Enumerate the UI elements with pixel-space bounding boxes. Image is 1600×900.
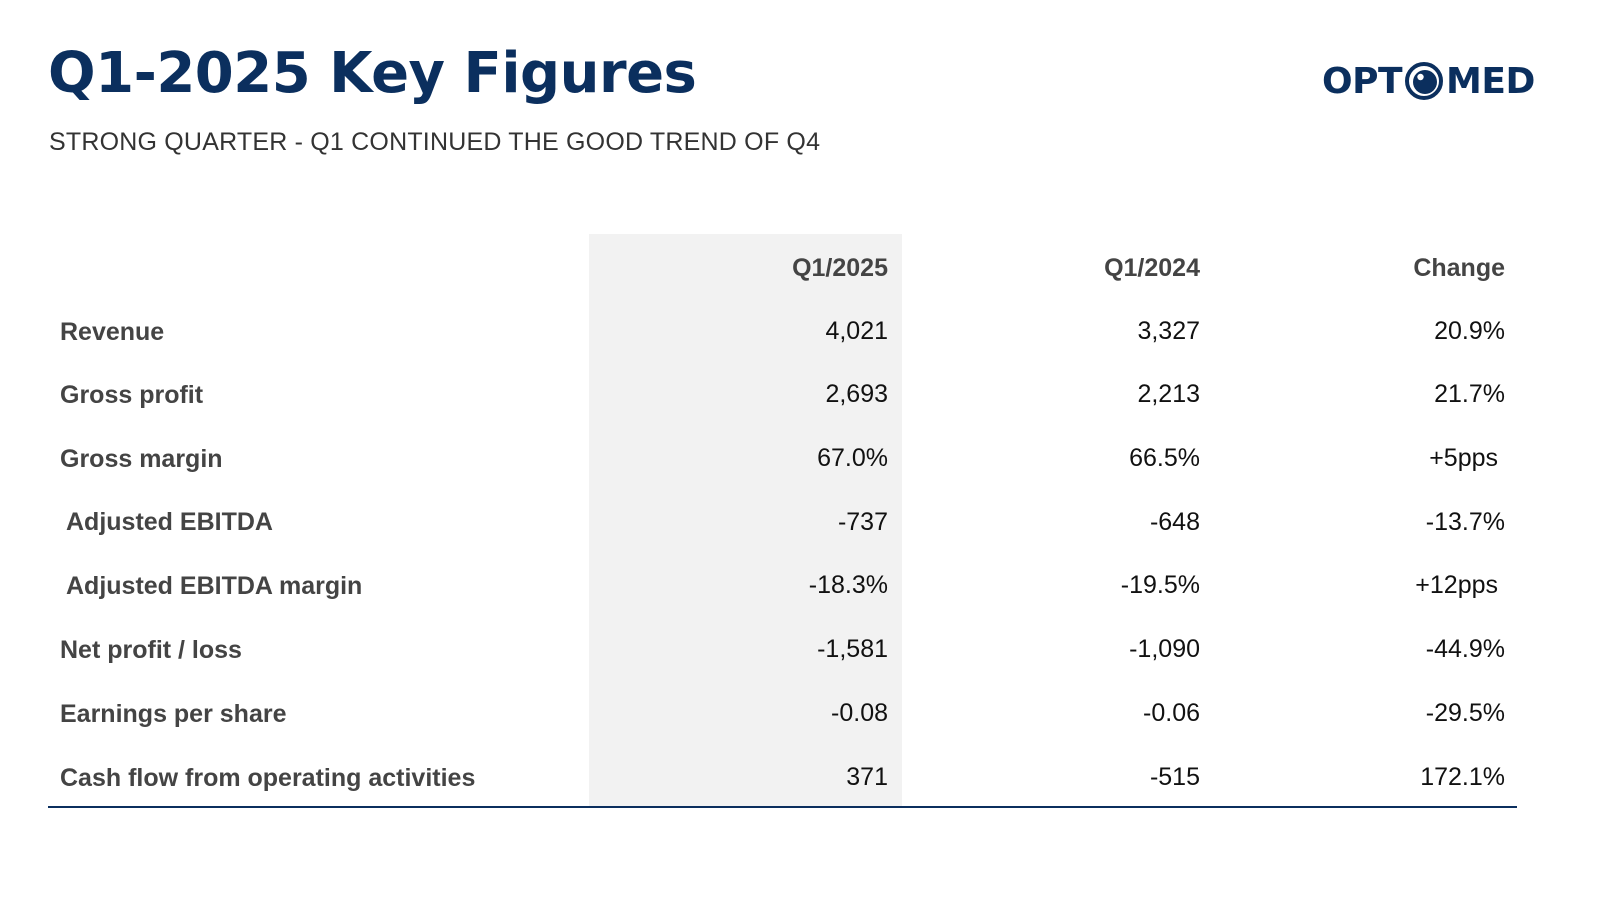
value-change: -44.9% [1425, 635, 1505, 663]
value-q1-2024: -1,090 [1129, 635, 1200, 663]
column-header-q1-2025: Q1/2025 [792, 254, 888, 282]
value-q1-2024: 2,213 [1137, 380, 1200, 408]
value-q1-2025: -1,581 [817, 635, 888, 663]
value-change: +12pps [1415, 571, 1498, 599]
value-q1-2025: 4,021 [825, 317, 888, 345]
value-q1-2025: -0.08 [831, 699, 888, 727]
row-label: Net profit / loss [60, 636, 242, 664]
value-q1-2024: 66.5% [1129, 444, 1200, 472]
eye-icon [1405, 62, 1444, 100]
value-q1-2024: -19.5% [1120, 571, 1200, 599]
row-label: Revenue [60, 318, 165, 346]
value-q1-2025: -18.3% [808, 571, 888, 599]
column-header-q1-2024: Q1/2024 [1104, 254, 1200, 282]
column-header-change: Change [1413, 254, 1505, 282]
logo-text-right: MED [1446, 60, 1535, 102]
value-q1-2024: -648 [1149, 508, 1200, 536]
value-change: 20.9% [1434, 317, 1505, 345]
value-q1-2025: 2,693 [825, 380, 888, 408]
value-q1-2025: -737 [837, 508, 888, 536]
value-change: -29.5% [1425, 699, 1505, 727]
value-q1-2024: -0.06 [1143, 699, 1200, 727]
row-label: Gross profit [60, 381, 204, 409]
page-subtitle: STRONG QUARTER - Q1 CONTINUED THE GOOD T… [49, 128, 821, 156]
value-change: 21.7% [1434, 380, 1505, 408]
row-label: Gross margin [60, 445, 223, 473]
row-label: Cash flow from operating activities [60, 764, 476, 792]
value-change: 172.1% [1420, 763, 1505, 791]
optomed-logo: OPT MED [1322, 56, 1535, 106]
table-bottom-rule [48, 806, 1517, 808]
value-q1-2025: 67.0% [817, 444, 888, 472]
value-q1-2024: 3,327 [1137, 317, 1200, 345]
logo-text-left: OPT [1322, 60, 1403, 102]
row-label: Earnings per share [60, 700, 287, 728]
page-title: Q1-2025 Key Figures [48, 41, 697, 106]
value-q1-2025: 371 [846, 763, 888, 791]
value-change: +5pps [1429, 444, 1498, 472]
row-label: Adjusted EBITDA [66, 508, 273, 536]
value-change: -13.7% [1425, 508, 1505, 536]
value-q1-2024: -515 [1149, 763, 1200, 791]
row-label: Adjusted EBITDA margin [66, 572, 363, 600]
highlight-column-background [589, 234, 902, 808]
